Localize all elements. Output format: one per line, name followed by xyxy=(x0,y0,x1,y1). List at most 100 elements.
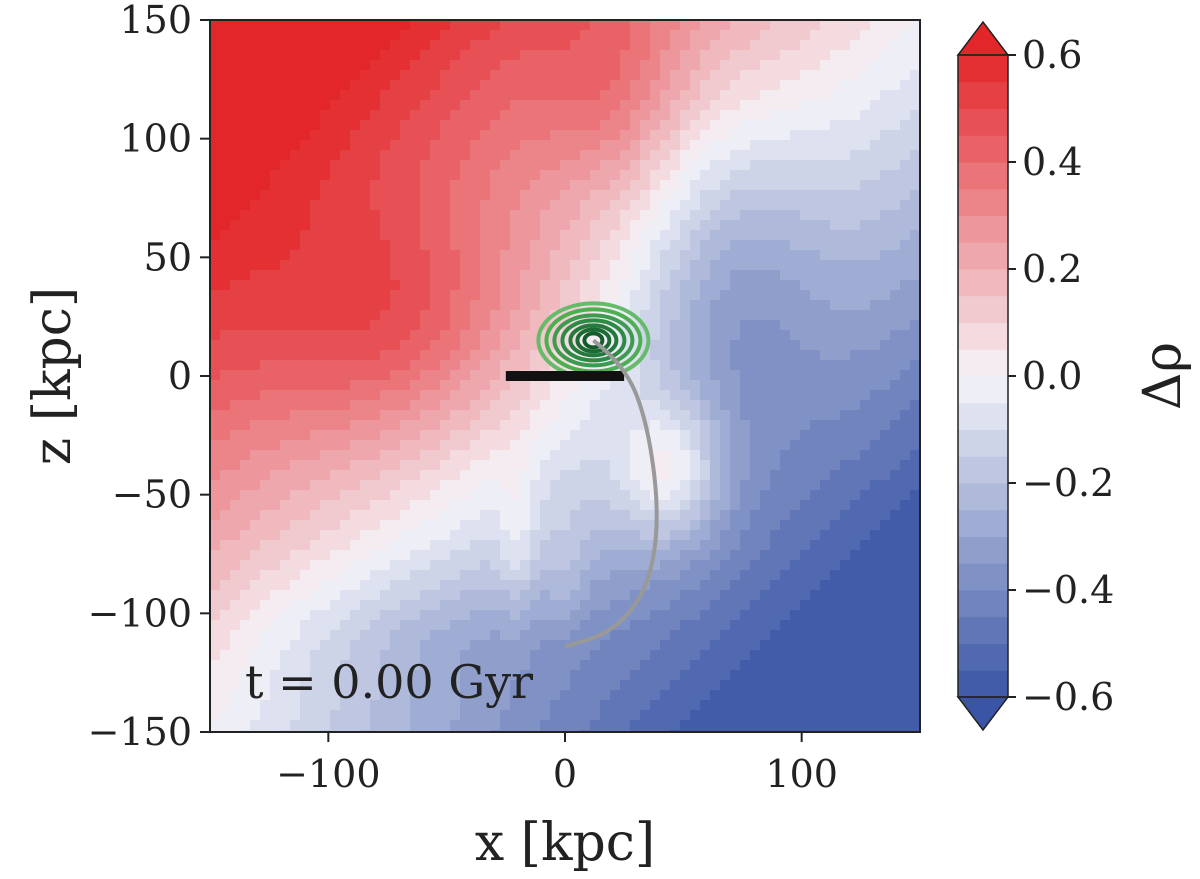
contour-cell xyxy=(840,170,851,181)
contour-cell xyxy=(330,670,341,681)
contour-cell xyxy=(340,480,351,491)
contour-cell xyxy=(550,260,561,271)
contour-cell xyxy=(470,570,481,581)
contour-cell xyxy=(890,70,901,81)
contour-cell xyxy=(680,240,691,251)
contour-cell xyxy=(870,60,881,71)
contour-cell xyxy=(760,380,771,391)
contour-cell xyxy=(740,330,751,341)
contour-cell xyxy=(350,590,361,601)
contour-cell xyxy=(560,270,571,281)
contour-cell xyxy=(630,430,641,441)
contour-cell xyxy=(570,330,581,341)
contour-cell xyxy=(690,70,701,81)
contour-cell xyxy=(420,140,431,151)
contour-cell xyxy=(530,660,541,671)
contour-cell xyxy=(810,420,821,431)
contour-cell xyxy=(500,450,511,461)
contour-cell xyxy=(260,200,271,211)
contour-cell xyxy=(770,80,781,91)
contour-cell xyxy=(490,580,501,591)
contour-cell xyxy=(630,520,641,531)
contour-cell xyxy=(590,390,601,401)
contour-cell xyxy=(840,310,851,321)
contour-cell xyxy=(700,680,711,691)
contour-cell xyxy=(530,130,541,141)
contour-cell xyxy=(420,600,431,611)
contour-cell xyxy=(540,270,551,281)
contour-cell xyxy=(490,40,501,51)
contour-cell xyxy=(730,130,741,141)
contour-cell xyxy=(720,150,731,161)
contour-cell xyxy=(780,300,791,311)
contour-cell xyxy=(790,260,801,271)
contour-cell xyxy=(820,100,831,111)
contour-cell xyxy=(250,40,261,51)
contour-cell xyxy=(800,660,811,671)
contour-cell xyxy=(430,60,441,71)
contour-cell xyxy=(240,380,251,391)
contour-cell xyxy=(300,100,311,111)
contour-cell xyxy=(580,550,591,561)
contour-cell xyxy=(840,110,851,121)
contour-cell xyxy=(450,590,461,601)
contour-cell xyxy=(410,610,421,621)
contour-cell xyxy=(730,20,741,31)
contour-cell xyxy=(810,610,821,621)
contour-cell xyxy=(830,460,841,471)
contour-cell xyxy=(760,610,771,621)
contour-cell xyxy=(750,680,761,691)
contour-cell xyxy=(890,360,901,371)
contour-cell xyxy=(790,90,801,101)
contour-cell xyxy=(240,430,251,441)
contour-cell xyxy=(660,340,671,351)
contour-cell xyxy=(360,190,371,201)
contour-cell xyxy=(780,270,791,281)
contour-cell xyxy=(620,500,631,511)
contour-cell xyxy=(520,610,531,621)
contour-cell xyxy=(770,300,781,311)
contour-cell xyxy=(600,510,611,521)
contour-cell xyxy=(760,630,771,641)
contour-cell xyxy=(870,410,881,421)
contour-cell xyxy=(370,170,381,181)
contour-cell xyxy=(330,470,341,481)
contour-cell xyxy=(410,580,421,591)
contour-cell xyxy=(720,140,731,151)
contour-cell xyxy=(880,460,891,471)
contour-cell xyxy=(300,310,311,321)
contour-cell xyxy=(620,150,631,161)
contour-cell xyxy=(820,570,831,581)
contour-cell xyxy=(260,690,271,701)
contour-cell xyxy=(900,440,911,451)
contour-cell xyxy=(600,160,611,171)
contour-cell xyxy=(750,80,761,91)
contour-cell xyxy=(790,430,801,441)
contour-cell xyxy=(500,420,511,431)
contour-cell xyxy=(480,570,491,581)
contour-cell xyxy=(520,70,531,81)
contour-cell xyxy=(870,210,881,221)
contour-cell xyxy=(840,330,851,341)
contour-cell xyxy=(570,510,581,521)
contour-cell xyxy=(430,720,441,731)
contour-cell xyxy=(430,260,441,271)
contour-cell xyxy=(740,100,751,111)
contour-cell xyxy=(740,470,751,481)
contour-cell xyxy=(440,140,451,151)
contour-cell xyxy=(300,130,311,141)
contour-cell xyxy=(260,50,271,61)
contour-cell xyxy=(620,450,631,461)
contour-cell xyxy=(520,640,531,651)
contour-cell xyxy=(870,140,881,151)
contour-cell xyxy=(630,140,641,151)
contour-cell xyxy=(540,30,551,41)
contour-cell xyxy=(330,520,341,531)
contour-cell xyxy=(280,410,291,421)
contour-cell xyxy=(760,570,771,581)
contour-cell xyxy=(540,110,551,121)
contour-cell xyxy=(610,410,621,421)
contour-cell xyxy=(660,590,671,601)
contour-cell xyxy=(800,360,811,371)
contour-cell xyxy=(610,310,621,321)
